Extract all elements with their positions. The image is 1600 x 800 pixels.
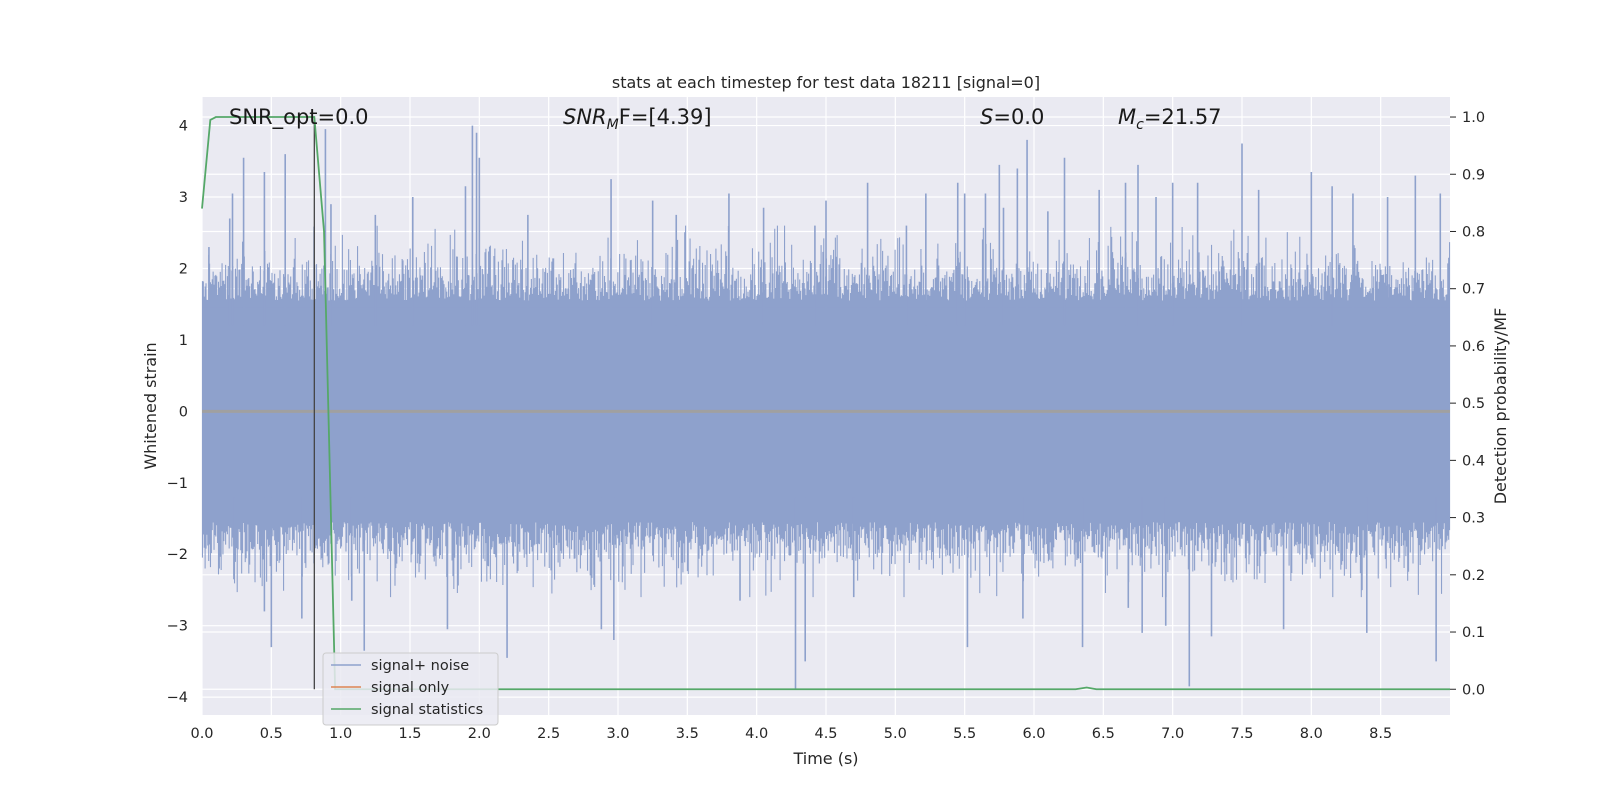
- x-tick-label: 5.5: [953, 726, 976, 742]
- annotation-s: S=0.0: [980, 105, 1044, 129]
- legend-label-signal-statistics: signal statistics: [371, 702, 483, 718]
- y-right-tick-label: 0.0: [1462, 682, 1485, 698]
- y-right-tick-label: 0.6: [1462, 339, 1485, 355]
- x-tick-label: 6.5: [1092, 726, 1115, 742]
- y-axis-label: Whitened strain: [141, 342, 160, 469]
- annotation-snr-mf: SNRMF=[4.39]: [563, 105, 712, 133]
- y-right-tick-label: 1.0: [1462, 110, 1485, 126]
- x-tick-label: 2.5: [537, 726, 560, 742]
- chart-title: stats at each timestep for test data 182…: [612, 73, 1040, 92]
- x-tick-label: 5.0: [884, 726, 907, 742]
- x-axis-ticks: 0.0 0.5 1.0 1.5 2.0 2.5 3.0 3.5 4.0 4.5 5.0 5.5 6.0 6…: [190, 726, 1392, 742]
- x-tick-label: 7.5: [1230, 726, 1253, 742]
- x-tick-label: 1.5: [398, 726, 421, 742]
- y-right-axis-ticks: 1.0 0.9 0.8 0.7 0.6 0.5 0.4 0.3 0.2 0.1 0.0: [1450, 110, 1485, 698]
- x-tick-label: 4.0: [745, 726, 768, 742]
- x-tick-label: 8.0: [1300, 726, 1323, 742]
- y-right-tick-label: 0.5: [1462, 396, 1485, 412]
- y-tick-label: −4: [167, 690, 188, 706]
- y-right-tick-label: 0.9: [1462, 167, 1485, 183]
- x-tick-label: 2.0: [468, 726, 491, 742]
- x-tick-label: 0.0: [190, 726, 213, 742]
- y-right-tick-label: 0.7: [1462, 282, 1485, 298]
- y-tick-label: 1: [179, 333, 188, 349]
- y-right-tick-label: 0.8: [1462, 224, 1485, 240]
- y-axis-ticks: 4 3 2 1 0 −1 −2 −3 −4: [167, 119, 188, 707]
- y-tick-label: 3: [179, 190, 188, 206]
- y-right-tick-label: 0.4: [1462, 453, 1485, 469]
- y-tick-label: −3: [167, 619, 188, 635]
- x-tick-label: 4.5: [814, 726, 837, 742]
- x-tick-label: 3.5: [676, 726, 699, 742]
- y-right-axis-label: Detection probability/MF: [1491, 308, 1510, 505]
- y-tick-label: 2: [179, 261, 188, 277]
- y-tick-label: −2: [167, 547, 188, 563]
- legend-label-signal-only: signal only: [371, 680, 450, 696]
- x-tick-label: 0.5: [260, 726, 283, 742]
- x-tick-label: 1.0: [329, 726, 352, 742]
- annotation-mc: Mc=21.57: [1118, 105, 1222, 133]
- y-right-tick-label: 0.2: [1462, 568, 1485, 584]
- y-tick-label: −1: [167, 476, 188, 492]
- x-tick-label: 6.0: [1022, 726, 1045, 742]
- y-right-tick-label: 0.3: [1462, 511, 1485, 527]
- x-axis-label: Time (s): [792, 749, 858, 768]
- legend-label-signal-noise: signal+ noise: [371, 658, 469, 674]
- x-tick-label: 7.0: [1161, 726, 1184, 742]
- y-tick-label: 0: [179, 404, 188, 420]
- y-right-tick-label: 0.1: [1462, 625, 1485, 641]
- legend: signal+ noise signal only signal statist…: [322, 652, 499, 726]
- x-tick-label: 8.5: [1369, 726, 1392, 742]
- annotation-snr-opt: SNR_opt=0.0: [229, 105, 369, 130]
- x-tick-label: 3.0: [606, 726, 629, 742]
- y-tick-label: 4: [179, 119, 188, 135]
- legend-box: [322, 652, 499, 726]
